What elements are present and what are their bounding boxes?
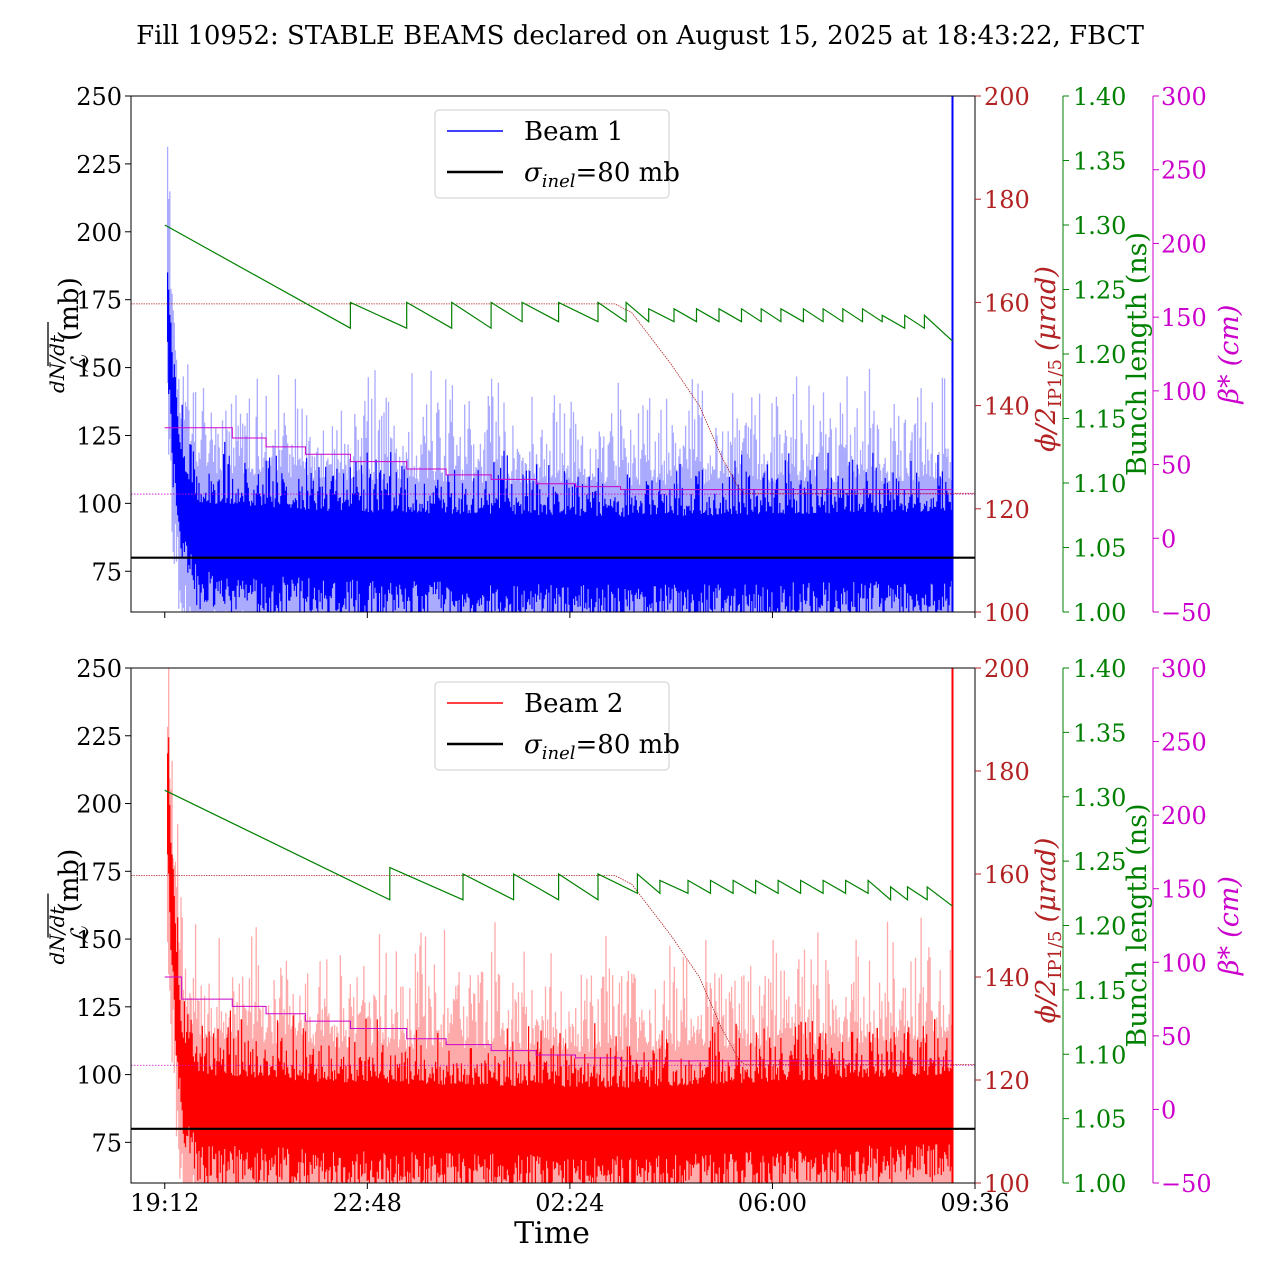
x-tick-label: 09:36 — [940, 1189, 1009, 1217]
y-crossing-tick-label: 200 — [984, 83, 1030, 111]
y-beta-tick-label: 100 — [1161, 949, 1207, 977]
legend-beam-label: Beam 1 — [524, 117, 623, 147]
beta-star-line — [164, 427, 953, 491]
y-crossing-tick-label: 140 — [984, 393, 1030, 421]
y-beta-tick-label: 100 — [1161, 378, 1207, 406]
y-beta-tick-label: 200 — [1161, 802, 1207, 830]
panel-beam-2: 75 100 125 150 175 200 225 250 dN/dtℒ(mb) 100 120 1… — [45, 655, 1245, 1217]
y-left-tick-label: 200 — [76, 791, 122, 819]
y-bunch-tick-label: 1.25 — [1073, 848, 1126, 876]
y-beta-tick-label: 300 — [1161, 655, 1207, 683]
y-bunch-tick-label: 1.00 — [1073, 1170, 1126, 1198]
x-tick-label: 22:48 — [333, 1189, 402, 1217]
crossing-angle-line — [131, 303, 975, 494]
y-left-tick-label: 100 — [76, 1062, 122, 1090]
y-left-axis-label: dN/dtℒ(mb) — [45, 849, 94, 965]
y-crossing-tick-label: 160 — [984, 861, 1030, 889]
bunch-length-line — [164, 224, 953, 342]
y-beta-tick-label: 150 — [1161, 876, 1207, 904]
legend-sigma-label: σinel=80 mb — [524, 158, 680, 192]
y-left-tick-label: 75 — [91, 1129, 122, 1157]
y-bunch-tick-label: 1.40 — [1073, 655, 1126, 683]
y-beta-tick-label: 50 — [1161, 1023, 1192, 1051]
y-beta-tick-label: 0 — [1161, 1096, 1176, 1124]
x-tick-label: 02:24 — [535, 1189, 604, 1217]
y-beta-tick-label: 250 — [1161, 729, 1207, 757]
y-left-tick-label: 125 — [76, 422, 122, 450]
plot-frame — [130, 95, 976, 613]
bunch-length-line — [164, 789, 953, 907]
y-beta-tick-label: 300 — [1161, 83, 1207, 111]
y-left-tick-label: 200 — [76, 219, 122, 247]
y-beta-axis-label: β*(cm) — [1214, 876, 1245, 976]
y-beta-tick-label: 200 — [1161, 230, 1207, 258]
y-bunch-tick-label: 1.05 — [1073, 535, 1126, 563]
y-beta-tick-label: 250 — [1161, 157, 1207, 185]
figure-title: Fill 10952: STABLE BEAMS declared on Aug… — [136, 21, 1145, 51]
beta-star-line — [164, 976, 953, 1062]
y-left-tick-label: 150 — [76, 355, 122, 383]
y-bunch-axis-label: Bunch length (ns) — [1122, 232, 1153, 476]
y-bunch-axis-label: Bunch length (ns) — [1122, 803, 1153, 1047]
y-bunch-tick-label: 1.15 — [1073, 406, 1126, 434]
y-left-tick-label: 75 — [91, 558, 122, 586]
x-axis-label: Time — [514, 1216, 590, 1251]
y-crossing-tick-label: 180 — [984, 758, 1030, 786]
x-tick-label: 19:12 — [130, 1189, 199, 1217]
y-bunch-tick-label: 1.30 — [1073, 784, 1126, 812]
y-bunch-tick-label: 1.10 — [1073, 470, 1126, 498]
y-crossing-axis-label: ϕ/2IP1/5(μrad) — [1031, 266, 1066, 452]
y-left-tick-label: 125 — [76, 994, 122, 1022]
legend-box — [434, 681, 670, 771]
y-bunch-tick-label: 1.20 — [1073, 341, 1126, 369]
legend: Beam 1 σinel=80 mb — [434, 109, 680, 199]
y-crossing-tick-label: 100 — [984, 599, 1030, 627]
plot-frame — [130, 667, 976, 1184]
y-beta-tick-label: −50 — [1161, 599, 1212, 627]
y-crossing-tick-label: 120 — [984, 1067, 1030, 1095]
y-bunch-tick-label: 1.00 — [1073, 599, 1126, 627]
y-bunch-tick-label: 1.40 — [1073, 83, 1126, 111]
y-crossing-tick-label: 100 — [984, 1170, 1030, 1198]
y-crossing-axis-label: ϕ/2IP1/5(μrad) — [1031, 838, 1066, 1024]
y-beta-tick-label: 0 — [1161, 525, 1176, 553]
y-left-tick-label: 150 — [76, 926, 122, 954]
legend-beam-label: Beam 2 — [524, 689, 623, 719]
y-crossing-tick-label: 180 — [984, 186, 1030, 214]
plot-area — [131, 668, 975, 1183]
y-left-tick-label: 175 — [76, 858, 122, 886]
y-beta-tick-label: −50 — [1161, 1170, 1212, 1198]
y-left-tick-label: 225 — [76, 723, 122, 751]
y-bunch-tick-label: 1.05 — [1073, 1106, 1126, 1134]
y-crossing-tick-label: 120 — [984, 496, 1030, 524]
beam-envelope-dark — [167, 737, 954, 1183]
y-left-tick-label: 250 — [76, 655, 122, 683]
y-bunch-tick-label: 1.10 — [1073, 1041, 1126, 1069]
plot-area — [131, 96, 975, 612]
y-bunch-tick-label: 1.35 — [1073, 719, 1126, 747]
y-crossing-tick-label: 200 — [984, 655, 1030, 683]
y-crossing-tick-label: 140 — [984, 964, 1030, 992]
legend-box — [434, 109, 670, 199]
y-bunch-tick-label: 1.20 — [1073, 913, 1126, 941]
y-left-axis-label: dN/dtℒ(mb) — [45, 277, 94, 393]
y-beta-tick-label: 50 — [1161, 452, 1192, 480]
legend: Beam 2 σinel=80 mb — [434, 681, 680, 771]
y-left-tick-label: 250 — [76, 83, 122, 111]
y-bunch-tick-label: 1.25 — [1073, 277, 1126, 305]
y-beta-tick-label: 150 — [1161, 304, 1207, 332]
crossing-angle-line — [131, 875, 975, 1065]
x-tick-label: 06:00 — [738, 1189, 807, 1217]
y-bunch-tick-label: 1.30 — [1073, 212, 1126, 240]
y-left-tick-label: 225 — [76, 151, 122, 179]
legend-sigma-label: σinel=80 mb — [524, 730, 680, 764]
y-bunch-tick-label: 1.35 — [1073, 148, 1126, 176]
y-crossing-tick-label: 160 — [984, 289, 1030, 317]
y-bunch-tick-label: 1.15 — [1073, 977, 1126, 1005]
y-left-tick-label: 175 — [76, 287, 122, 315]
y-beta-axis-label: β*(cm) — [1214, 305, 1245, 405]
panel-beam-1: 75 100 125 150 175 200 225 250 dN/dtℒ(mb) 100 120 1… — [45, 83, 1245, 627]
y-left-tick-label: 100 — [76, 490, 122, 518]
